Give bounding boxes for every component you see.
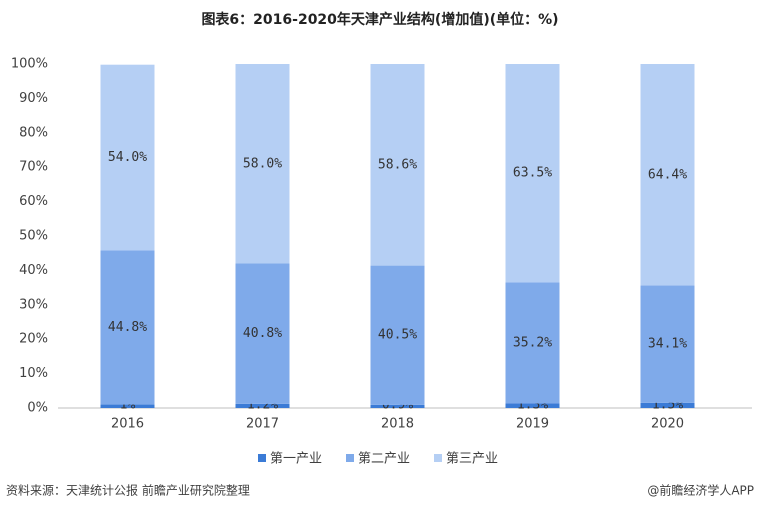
value-label: 40.8% bbox=[243, 326, 282, 341]
bar-segment bbox=[505, 403, 560, 408]
y-tick-label: 70% bbox=[19, 160, 48, 175]
y-tick-label: 80% bbox=[19, 125, 48, 140]
bar-segment bbox=[505, 64, 560, 283]
bar-segment bbox=[640, 402, 695, 408]
bar-segment bbox=[370, 404, 425, 408]
bar-segment bbox=[235, 263, 290, 404]
value-label: 58.0% bbox=[243, 156, 282, 171]
y-tick-label: 40% bbox=[19, 263, 48, 278]
bar-segment bbox=[100, 404, 155, 408]
value-label: 54.0% bbox=[108, 150, 147, 165]
x-tick-label: 2016 bbox=[111, 417, 144, 432]
chart-title: 图表6：2016-2020年天津产业结构(增加值)(单位：%) bbox=[201, 11, 558, 28]
legend-swatch bbox=[258, 454, 266, 462]
value-label: 35.2% bbox=[513, 335, 552, 350]
bar-segment bbox=[370, 64, 425, 266]
y-tick-label: 10% bbox=[19, 366, 48, 381]
credit: @前瞻经济学人APP bbox=[647, 483, 754, 498]
bar-segment bbox=[235, 403, 290, 408]
bar-segment bbox=[370, 265, 425, 405]
legend-swatch bbox=[434, 454, 442, 462]
bar-segment bbox=[640, 285, 695, 403]
value-label: 64.4% bbox=[648, 167, 687, 182]
legend-swatch bbox=[346, 454, 354, 462]
value-label: 58.6% bbox=[378, 157, 417, 172]
y-tick-label: 100% bbox=[11, 57, 48, 72]
x-tick-label: 2019 bbox=[516, 417, 549, 432]
legend-label: 第二产业 bbox=[358, 452, 410, 467]
bar-segment bbox=[100, 250, 155, 405]
bar-segment bbox=[100, 64, 155, 251]
value-label: 44.8% bbox=[108, 320, 147, 335]
x-tick-label: 2017 bbox=[246, 417, 279, 432]
bar-segment bbox=[640, 64, 695, 286]
x-tick-label: 2020 bbox=[651, 417, 684, 432]
y-tick-label: 60% bbox=[19, 194, 48, 209]
x-tick-label: 2018 bbox=[381, 417, 414, 432]
legend-label: 第三产业 bbox=[446, 452, 498, 467]
y-tick-label: 20% bbox=[19, 332, 48, 347]
y-tick-label: 30% bbox=[19, 297, 48, 312]
y-tick-label: 50% bbox=[19, 229, 48, 244]
source: 资料来源：天津统计公报 前瞻产业研究院整理 bbox=[6, 483, 250, 498]
y-tick-label: 0% bbox=[27, 401, 48, 416]
y-tick-label: 90% bbox=[19, 91, 48, 106]
value-label: 63.5% bbox=[513, 166, 552, 181]
bar-segment bbox=[235, 64, 290, 264]
value-label: 34.1% bbox=[648, 337, 687, 352]
legend-label: 第一产业 bbox=[270, 452, 322, 467]
bar-segment bbox=[505, 282, 560, 404]
value-label: 40.5% bbox=[378, 328, 417, 343]
